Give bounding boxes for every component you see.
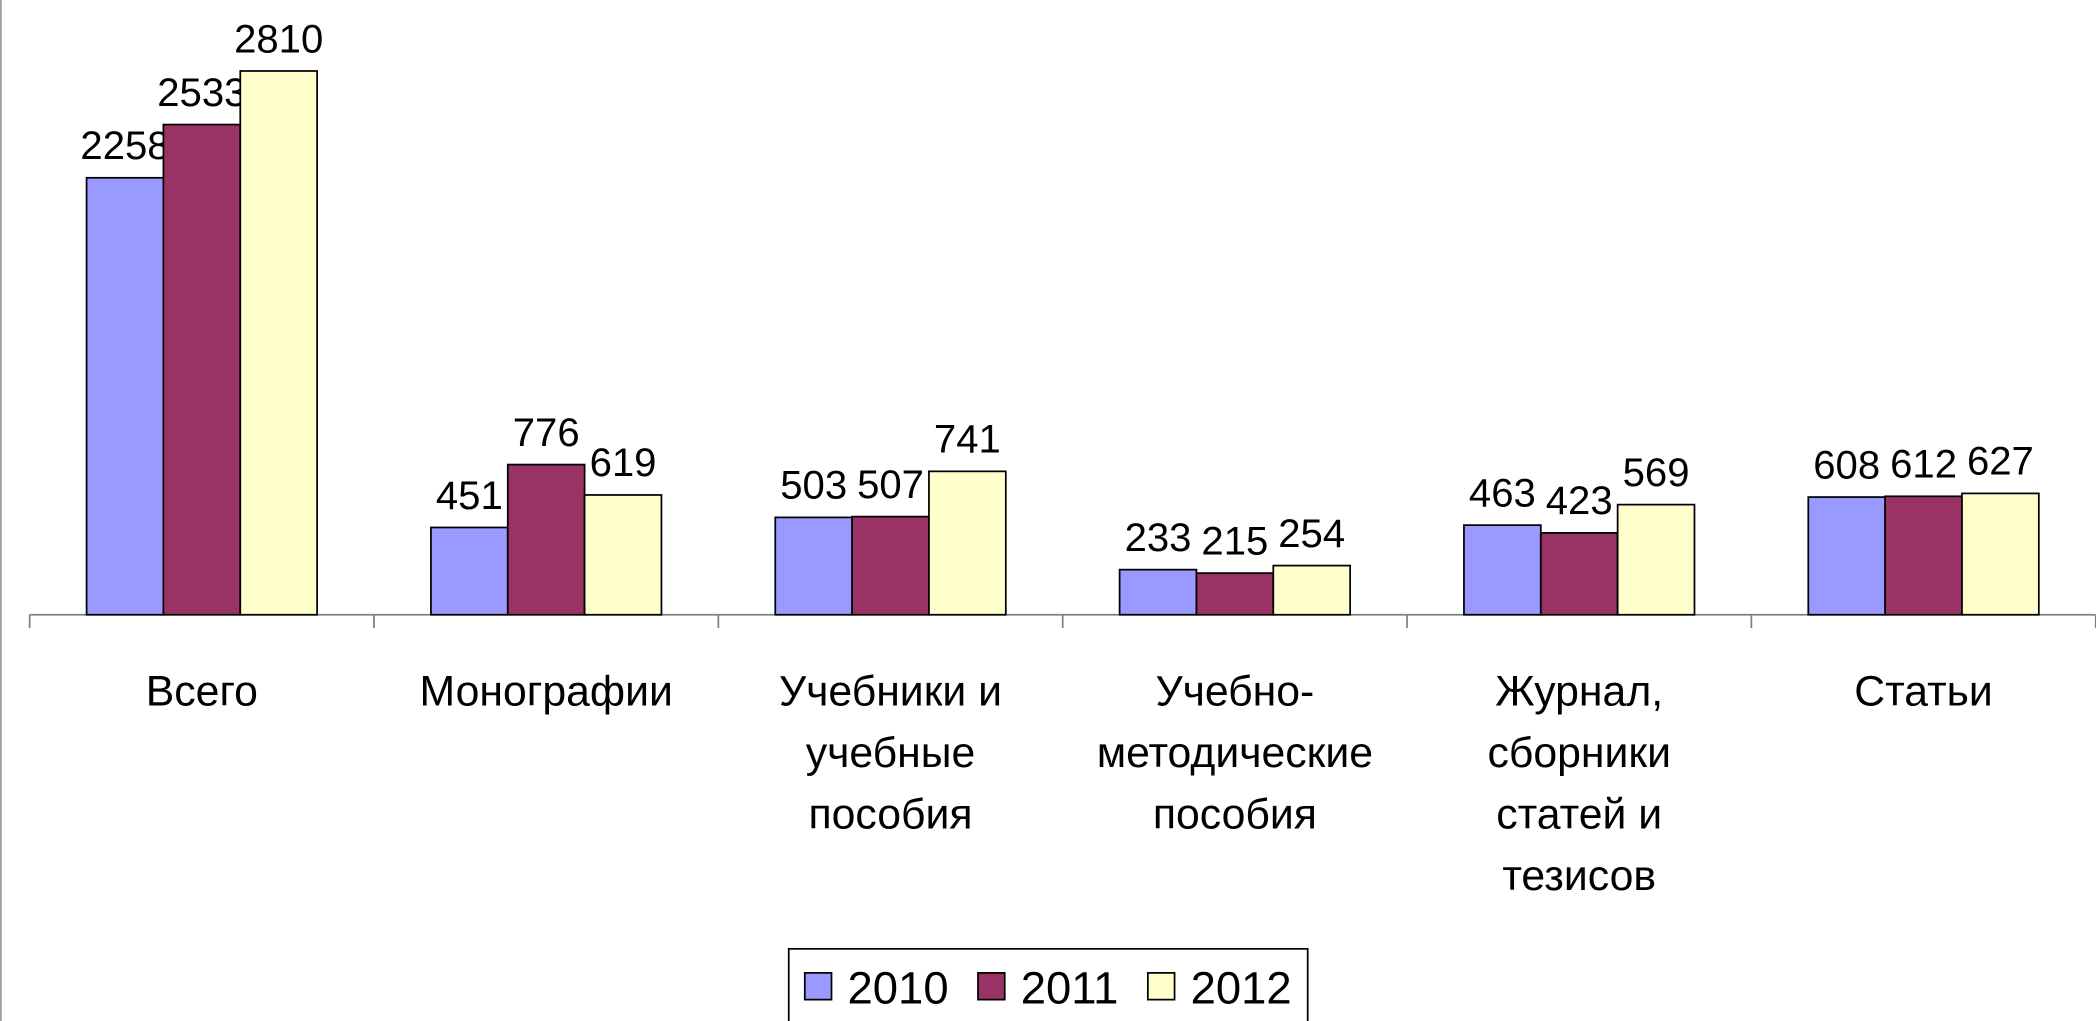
legend [787,947,1309,1021]
x-tick-label: Учебники и учебные пособия [779,668,1002,839]
data-label: 423 [1546,479,1613,523]
data-label: 463 [1469,471,1536,515]
data-label: 507 [857,463,924,507]
bar [1272,564,1352,616]
bar [583,494,663,616]
bar [928,470,1007,616]
data-label: 627 [1967,440,2034,484]
x-tick-label: Монографии [420,668,673,716]
data-label: 741 [934,418,1001,462]
bar [162,123,242,616]
bar [430,526,509,616]
bar [1539,532,1619,616]
data-label: 612 [1890,443,1957,487]
bar [1961,492,2040,616]
bar [239,70,318,616]
data-label: 503 [780,464,847,508]
data-label: 2533 [157,71,246,115]
data-label: 2258 [80,124,169,168]
legend-label: 2012 [1191,963,1292,1014]
data-label: 2810 [234,17,323,61]
data-label: 254 [1278,512,1345,556]
bar [1463,524,1542,616]
data-label: 619 [590,441,657,485]
x-tick-label: Всего [146,668,258,716]
bar [1807,496,1887,616]
bar [85,176,165,616]
x-tick-label: Статьи [1854,668,1993,716]
bar [1195,572,1275,616]
bar [1616,503,1696,616]
legend-swatch [1146,972,1176,1001]
bar [774,516,853,616]
data-label: 233 [1125,516,1192,560]
data-label: 608 [1813,443,1880,487]
bar [1118,568,1198,616]
legend-swatch [803,972,833,1001]
x-tick-label: Журнал, сборники статей и тезисов [1487,668,1670,900]
data-label: 569 [1623,451,1690,495]
x-tick-label: Учебно-методические пособия [1097,668,1373,839]
bar [851,515,930,616]
legend-swatch [977,972,1006,1001]
bar [1884,495,1963,616]
bar [506,463,586,616]
data-label: 215 [1201,519,1268,563]
data-label: 451 [436,474,503,518]
legend-label: 2011 [1021,963,1119,1014]
data-label: 776 [513,411,580,455]
legend-label: 2010 [848,963,949,1014]
